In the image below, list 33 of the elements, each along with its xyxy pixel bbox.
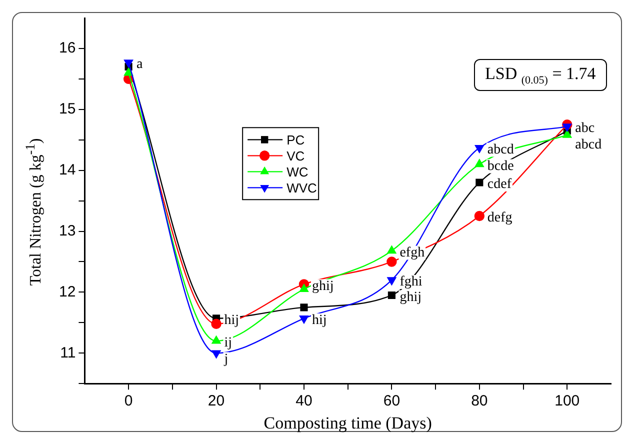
legend-label: WC — [286, 164, 308, 180]
legend-label: PC — [286, 132, 305, 148]
annotation: bcde — [487, 158, 514, 174]
x-tick-label: 60 — [383, 392, 400, 410]
annotation: hij — [312, 313, 327, 328]
legend-label: VC — [286, 148, 305, 164]
annotation: cdef — [487, 177, 512, 192]
annotation: LSD $_{(0.05)}$ = 1.74 — [474, 59, 607, 92]
x-tick-label: 100 — [554, 392, 580, 410]
annotation: hij — [224, 313, 240, 328]
y-tick-label: 16 — [58, 40, 76, 57]
y-tick-label: 13 — [58, 222, 76, 240]
annotation: defg — [487, 210, 512, 226]
annotation: ghij — [400, 290, 422, 305]
x-tick-label: 40 — [296, 392, 312, 410]
y-tick-label: 14 — [58, 161, 76, 178]
annotation: a — [136, 57, 144, 72]
y-tick-label: 12 — [58, 283, 76, 300]
y-tick-label: 15 — [58, 100, 76, 118]
x-tick-label: 80 — [471, 392, 488, 410]
annotation: j — [223, 352, 228, 367]
legend-label: WVC — [286, 180, 317, 196]
annotation: fghi — [400, 274, 422, 290]
annotation: ij — [224, 336, 232, 351]
annotation: ghij — [312, 278, 334, 294]
x-tick-label: 20 — [208, 392, 225, 410]
annotation: abcd — [487, 142, 514, 158]
y-tick-label: 11 — [60, 344, 76, 362]
annotation: abc — [575, 121, 595, 136]
annotation: abcd — [575, 138, 602, 153]
x-tick-label: 0 — [124, 392, 133, 410]
annotation: efgh — [400, 245, 425, 260]
x-axis-title: Composting time (Days) — [264, 413, 432, 432]
